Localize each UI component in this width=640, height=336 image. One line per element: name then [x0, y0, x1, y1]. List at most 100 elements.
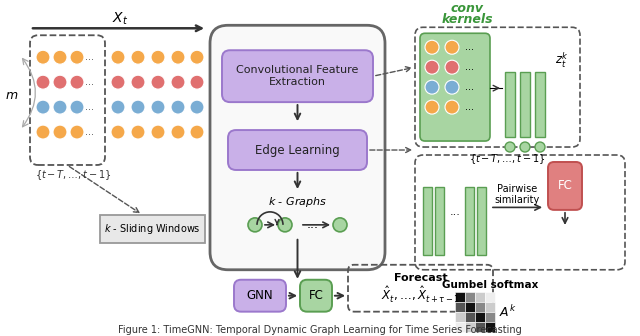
- Text: $X_t$: $X_t$: [112, 10, 128, 27]
- Text: $\{t-T,\ldots,t-1\}$: $\{t-T,\ldots,t-1\}$: [35, 168, 111, 182]
- Circle shape: [425, 40, 439, 54]
- Bar: [485, 292, 495, 302]
- Circle shape: [53, 100, 67, 114]
- Text: $z_t^k$: $z_t^k$: [555, 50, 569, 70]
- Circle shape: [111, 125, 125, 139]
- Circle shape: [333, 218, 347, 232]
- Text: $m$: $m$: [5, 89, 19, 101]
- Text: kernels: kernels: [441, 13, 493, 26]
- Text: ...: ...: [86, 127, 95, 137]
- Bar: [485, 322, 495, 332]
- Bar: [435, 187, 444, 255]
- FancyBboxPatch shape: [222, 50, 373, 102]
- Circle shape: [36, 75, 50, 89]
- FancyBboxPatch shape: [300, 280, 332, 312]
- Circle shape: [278, 218, 292, 232]
- Text: ...: ...: [307, 218, 319, 232]
- Circle shape: [171, 75, 185, 89]
- Circle shape: [445, 100, 459, 114]
- Circle shape: [131, 75, 145, 89]
- Text: Gumbel softmax: Gumbel softmax: [442, 280, 538, 290]
- Bar: [475, 302, 485, 312]
- Circle shape: [151, 50, 165, 64]
- Bar: [455, 322, 465, 332]
- Circle shape: [171, 125, 185, 139]
- Text: Pairwise
similarity: Pairwise similarity: [494, 183, 540, 205]
- Circle shape: [70, 125, 84, 139]
- Text: $k$ - Sliding Windows: $k$ - Sliding Windows: [104, 222, 201, 236]
- Circle shape: [151, 125, 165, 139]
- Text: $\hat{X}_t,\ldots,\hat{X}_{t+\tau-1}$: $\hat{X}_t,\ldots,\hat{X}_{t+\tau-1}$: [381, 285, 460, 305]
- Circle shape: [36, 125, 50, 139]
- Circle shape: [111, 50, 125, 64]
- Circle shape: [535, 142, 545, 152]
- Bar: [455, 292, 465, 302]
- Circle shape: [111, 100, 125, 114]
- Circle shape: [36, 100, 50, 114]
- Bar: [505, 72, 515, 137]
- Text: ...: ...: [465, 82, 474, 92]
- Bar: [465, 312, 475, 322]
- Text: FC: FC: [557, 179, 572, 193]
- Circle shape: [131, 50, 145, 64]
- Bar: [465, 187, 474, 255]
- Text: ...: ...: [465, 62, 474, 72]
- Circle shape: [190, 50, 204, 64]
- Circle shape: [53, 75, 67, 89]
- Text: GNN: GNN: [246, 289, 273, 302]
- Text: $A^k$: $A^k$: [499, 304, 516, 320]
- Circle shape: [425, 80, 439, 94]
- FancyBboxPatch shape: [548, 162, 582, 210]
- Text: ...: ...: [86, 102, 95, 112]
- Circle shape: [425, 60, 439, 74]
- Circle shape: [53, 50, 67, 64]
- Text: Figure 1: TimeGNN: Temporal Dynamic Graph Learning for Time Series Forecasting: Figure 1: TimeGNN: Temporal Dynamic Grap…: [118, 325, 522, 335]
- Text: conv: conv: [451, 2, 483, 15]
- Text: Forecast: Forecast: [394, 273, 447, 283]
- Bar: [465, 292, 475, 302]
- Circle shape: [190, 75, 204, 89]
- Circle shape: [505, 142, 515, 152]
- Circle shape: [70, 75, 84, 89]
- Bar: [455, 312, 465, 322]
- FancyBboxPatch shape: [228, 130, 367, 170]
- Circle shape: [131, 100, 145, 114]
- Bar: [477, 187, 486, 255]
- FancyBboxPatch shape: [210, 25, 385, 270]
- Text: $k$ - Graphs: $k$ - Graphs: [268, 195, 327, 209]
- Bar: [535, 72, 545, 137]
- Bar: [465, 302, 475, 312]
- Circle shape: [425, 100, 439, 114]
- Bar: [475, 322, 485, 332]
- Text: ...: ...: [465, 102, 474, 112]
- Circle shape: [70, 100, 84, 114]
- Text: ...: ...: [465, 42, 474, 52]
- Circle shape: [151, 100, 165, 114]
- Circle shape: [70, 50, 84, 64]
- Circle shape: [190, 100, 204, 114]
- Bar: [423, 187, 432, 255]
- Circle shape: [190, 125, 204, 139]
- Bar: [485, 302, 495, 312]
- FancyBboxPatch shape: [420, 33, 490, 141]
- Text: FC: FC: [308, 289, 323, 302]
- Circle shape: [520, 142, 530, 152]
- FancyBboxPatch shape: [234, 280, 286, 312]
- Bar: [520, 72, 530, 137]
- Circle shape: [171, 50, 185, 64]
- Bar: [475, 292, 485, 302]
- Bar: [485, 312, 495, 322]
- Circle shape: [248, 218, 262, 232]
- Circle shape: [131, 125, 145, 139]
- Circle shape: [111, 75, 125, 89]
- Bar: [455, 302, 465, 312]
- Circle shape: [445, 60, 459, 74]
- Bar: [475, 312, 485, 322]
- Text: ...: ...: [449, 207, 460, 217]
- Circle shape: [171, 100, 185, 114]
- Circle shape: [36, 50, 50, 64]
- Text: $\{t-T,\ldots,t-1\}$: $\{t-T,\ldots,t-1\}$: [469, 152, 546, 166]
- Bar: [100, 215, 205, 243]
- Text: Edge Learning: Edge Learning: [255, 143, 340, 157]
- Circle shape: [151, 75, 165, 89]
